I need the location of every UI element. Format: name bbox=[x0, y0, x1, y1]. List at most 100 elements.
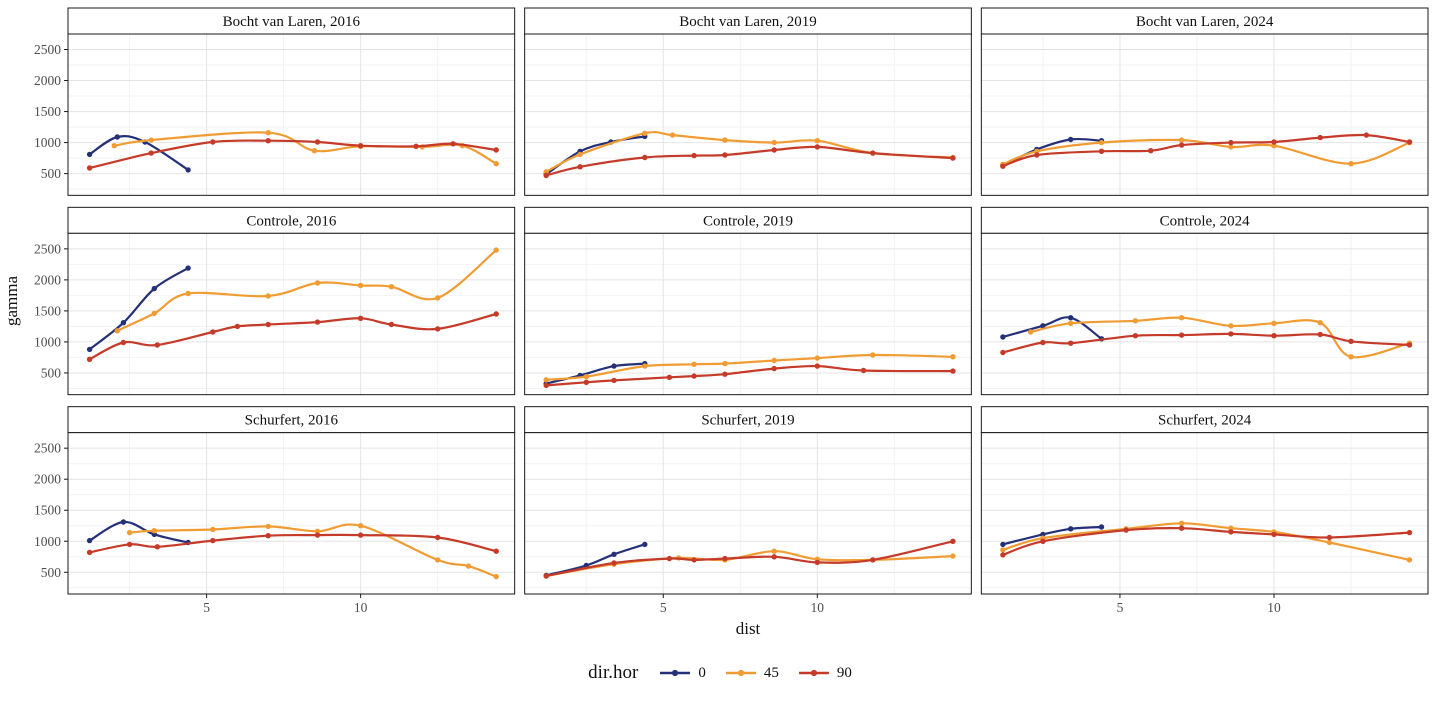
panel-border bbox=[67, 33, 516, 196]
series-line bbox=[88, 135, 190, 171]
data-point bbox=[151, 528, 157, 534]
data-point bbox=[666, 555, 673, 562]
data-point bbox=[1178, 332, 1185, 338]
legend-entry-label: 45 bbox=[763, 664, 779, 681]
series-45 bbox=[543, 352, 956, 383]
data-point bbox=[642, 363, 648, 369]
x-tick-label: 10 bbox=[1267, 600, 1281, 615]
x-tick-label: 10 bbox=[354, 600, 368, 615]
data-point bbox=[413, 143, 419, 149]
legend-title: dir.hor bbox=[588, 662, 639, 683]
data-point bbox=[265, 533, 271, 539]
data-point bbox=[314, 139, 321, 145]
data-point bbox=[314, 528, 321, 534]
y-tick-label: 2000 bbox=[34, 73, 61, 88]
data-point bbox=[1034, 152, 1040, 158]
y-tick-label: 500 bbox=[41, 365, 62, 380]
y-tick-label: 1000 bbox=[34, 334, 61, 349]
data-point bbox=[151, 310, 157, 317]
strip-label: Schurfert, 2019 bbox=[701, 413, 794, 429]
data-point bbox=[611, 363, 617, 369]
y-tick-label: 500 bbox=[41, 565, 62, 580]
data-point bbox=[691, 361, 697, 367]
data-point bbox=[1148, 148, 1154, 154]
data-point bbox=[154, 342, 160, 348]
data-point bbox=[543, 573, 549, 579]
series-90 bbox=[543, 144, 956, 179]
data-point bbox=[1406, 557, 1413, 563]
data-point bbox=[493, 311, 499, 317]
data-point bbox=[1040, 323, 1046, 329]
legend: dir.hor 0 45 90 bbox=[0, 662, 1440, 684]
legend-key-icon bbox=[725, 669, 756, 677]
data-point bbox=[722, 137, 728, 143]
panel-background bbox=[981, 233, 1428, 395]
data-point bbox=[543, 172, 549, 179]
data-point bbox=[1000, 349, 1006, 356]
data-point bbox=[1178, 315, 1185, 321]
facet-Controle, 2016: Controle, 2016 500 1000 1500 2000 2500 bbox=[34, 206, 516, 396]
data-point bbox=[1068, 526, 1074, 532]
data-point bbox=[1228, 139, 1234, 146]
data-point bbox=[1317, 320, 1323, 326]
data-point bbox=[1098, 148, 1105, 154]
data-point bbox=[1326, 534, 1333, 541]
data-point bbox=[311, 148, 318, 154]
data-point bbox=[1228, 529, 1234, 535]
data-point bbox=[493, 247, 499, 253]
data-point bbox=[1326, 539, 1333, 546]
data-point bbox=[611, 377, 617, 384]
series-line bbox=[545, 364, 954, 387]
panel-border bbox=[980, 33, 1429, 196]
x-tick-label: 5 bbox=[1117, 600, 1124, 615]
series-0 bbox=[1000, 524, 1105, 548]
series-line bbox=[1001, 525, 1103, 546]
series-line bbox=[88, 267, 190, 351]
strip-label: Controle, 2019 bbox=[703, 213, 793, 229]
y-tick-label: 1500 bbox=[34, 503, 61, 518]
data-point bbox=[1271, 143, 1277, 149]
series-90 bbox=[1000, 331, 1413, 356]
series-90 bbox=[86, 138, 499, 171]
data-point bbox=[435, 326, 441, 332]
y-tick-label: 1500 bbox=[34, 303, 61, 318]
data-point bbox=[265, 293, 271, 299]
series-line bbox=[1001, 316, 1103, 340]
data-point bbox=[771, 548, 777, 554]
data-point bbox=[691, 152, 697, 159]
y-tick-label: 2500 bbox=[34, 241, 61, 256]
data-point bbox=[814, 144, 820, 150]
data-point bbox=[543, 377, 549, 383]
data-point bbox=[722, 152, 728, 158]
data-point bbox=[210, 329, 216, 335]
data-point bbox=[1348, 354, 1354, 360]
y-tick-label: 2500 bbox=[34, 42, 61, 57]
data-point bbox=[265, 130, 271, 136]
data-point bbox=[577, 164, 583, 170]
data-point bbox=[1363, 132, 1370, 138]
y-tick-label: 2000 bbox=[34, 472, 61, 487]
panel-background bbox=[524, 233, 972, 395]
data-point bbox=[435, 295, 441, 301]
data-point bbox=[611, 551, 617, 557]
x-tick-label: 10 bbox=[811, 600, 825, 615]
facet-strip bbox=[67, 206, 516, 234]
data-point bbox=[722, 371, 728, 377]
data-point bbox=[543, 382, 549, 389]
data-point bbox=[1348, 161, 1354, 167]
data-point bbox=[1034, 148, 1040, 154]
data-point bbox=[870, 352, 876, 358]
data-point bbox=[1271, 139, 1277, 145]
panel-background bbox=[68, 34, 515, 196]
data-point bbox=[950, 553, 956, 559]
data-point bbox=[642, 130, 648, 136]
series-line bbox=[88, 520, 190, 544]
data-point bbox=[86, 346, 93, 353]
data-point bbox=[814, 363, 820, 369]
panel-border bbox=[67, 232, 516, 396]
facet-strip bbox=[67, 406, 516, 434]
data-point bbox=[583, 379, 589, 385]
data-point bbox=[1040, 531, 1046, 538]
data-point bbox=[388, 284, 395, 290]
panel-border bbox=[980, 432, 1429, 595]
